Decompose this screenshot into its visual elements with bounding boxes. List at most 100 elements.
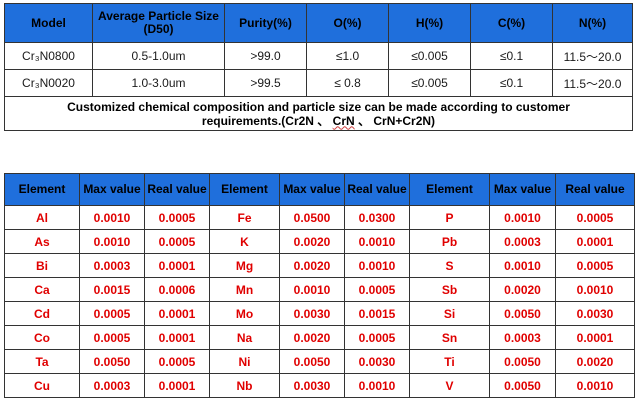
- element-cell: Cd: [4, 301, 80, 326]
- max-value-cell: 0.0010: [489, 205, 556, 230]
- real-value-cell: 0.0005: [344, 325, 410, 350]
- note-separator: 、: [317, 113, 330, 128]
- element-cell: P: [409, 205, 490, 230]
- real-value-cell: 0.0010: [344, 253, 410, 278]
- real-value-cell: 0.0020: [555, 349, 635, 374]
- real-value-cell: 0.0005: [144, 349, 210, 374]
- note-line-2-start: requirements.(Cr2N: [201, 113, 318, 128]
- max-value-cell: 0.0010: [279, 277, 345, 302]
- element-cell: K: [209, 229, 280, 254]
- oxygen-cell: ≤1.0: [306, 42, 389, 70]
- max-value-cell: 0.0020: [279, 229, 345, 254]
- particle-size-cell: 1.0-3.0um: [92, 69, 225, 97]
- impurity-row: Bi 0.0003 0.0001 Mg 0.0020 0.0010 S 0.0010 0.000…: [4, 253, 635, 278]
- purity-cell: >99.5: [224, 69, 307, 97]
- real-value-cell: 0.0006: [144, 277, 210, 302]
- element-cell: Ta: [4, 349, 80, 374]
- header-particle-size: Average Particle Size (D50): [92, 3, 225, 43]
- max-value-cell: 0.0050: [489, 349, 556, 374]
- real-value-cell: 0.0010: [555, 373, 635, 398]
- note-crn: CrN: [332, 113, 355, 128]
- element-cell: V: [409, 373, 490, 398]
- real-value-cell: 0.0005: [144, 229, 210, 254]
- real-value-cell: 0.0005: [344, 277, 410, 302]
- max-value-cell: 0.0010: [79, 229, 145, 254]
- real-value-cell: 0.0030: [344, 349, 410, 374]
- hydrogen-cell: ≤0.005: [388, 69, 471, 97]
- real-value-cell: 0.0010: [555, 277, 635, 302]
- max-value-cell: 0.0050: [489, 373, 556, 398]
- impurity-table: Element Max value Real value Element Max val…: [4, 173, 635, 398]
- max-value-cell: 0.0020: [489, 277, 556, 302]
- note-separator: 、: [358, 113, 371, 128]
- element-cell: Al: [4, 205, 80, 230]
- header-element: Element: [4, 173, 80, 206]
- real-value-cell: 0.0010: [344, 229, 410, 254]
- real-value-cell: 0.0001: [144, 301, 210, 326]
- element-cell: As: [4, 229, 80, 254]
- max-value-cell: 0.0005: [79, 325, 145, 350]
- note-line-1: Customized chemical composition and part…: [67, 99, 570, 114]
- impurity-row: Al 0.0010 0.0005 Fe 0.0500 0.0300 P 0.0010 0.000…: [4, 205, 635, 230]
- header-element: Element: [209, 173, 280, 206]
- max-value-cell: 0.0003: [79, 253, 145, 278]
- max-value-cell: 0.0030: [279, 373, 345, 398]
- real-value-cell: 0.0001: [555, 229, 635, 254]
- header-max-value: Max value: [279, 173, 345, 206]
- element-cell: Na: [209, 325, 280, 350]
- element-cell: Bi: [4, 253, 80, 278]
- real-value-cell: 0.0015: [344, 301, 410, 326]
- impurity-row: Ta 0.0050 0.0005 Ni 0.0050 0.0030 Ti 0.0050 0.00…: [4, 349, 635, 374]
- real-value-cell: 0.0001: [555, 325, 635, 350]
- element-cell: Fe: [209, 205, 280, 230]
- max-value-cell: 0.0003: [79, 373, 145, 398]
- real-value-cell: 0.0300: [344, 205, 410, 230]
- element-cell: Pb: [409, 229, 490, 254]
- header-real-value: Real value: [555, 173, 635, 206]
- impurity-row: Cd 0.0005 0.0001 Mo 0.0030 0.0015 Si 0.0050 0.00…: [4, 301, 635, 326]
- max-value-cell: 0.0050: [279, 349, 345, 374]
- header-real-value: Real value: [144, 173, 210, 206]
- real-value-cell: 0.0030: [555, 301, 635, 326]
- element-cell: Sn: [409, 325, 490, 350]
- element-cell: Cu: [4, 373, 80, 398]
- impurity-row: Ca 0.0015 0.0006 Mn 0.0010 0.0005 Sb 0.0020 0.00…: [4, 277, 635, 302]
- element-cell: Ni: [209, 349, 280, 374]
- max-value-cell: 0.0003: [489, 229, 556, 254]
- impurity-row: Cu 0.0003 0.0001 Nb 0.0030 0.0010 V 0.0050 0.001…: [4, 373, 635, 398]
- header-oxygen: O(%): [306, 3, 389, 43]
- max-value-cell: 0.0050: [79, 349, 145, 374]
- max-value-cell: 0.0020: [279, 253, 345, 278]
- element-cell: Nb: [209, 373, 280, 398]
- impurity-row: Co 0.0005 0.0001 Na 0.0020 0.0005 Sn 0.0003 0.00…: [4, 325, 635, 350]
- particle-size-cell: 0.5-1.0um: [92, 42, 225, 70]
- real-value-cell: 0.0005: [555, 253, 635, 278]
- header-max-value: Max value: [489, 173, 556, 206]
- max-value-cell: 0.0010: [489, 253, 556, 278]
- oxygen-cell: ≤ 0.8: [306, 69, 389, 97]
- element-cell: Mg: [209, 253, 280, 278]
- real-value-cell: 0.0005: [555, 205, 635, 230]
- carbon-cell: ≤0.1: [470, 69, 553, 97]
- impurity-header-row: Element Max value Real value Element Max val…: [4, 173, 635, 206]
- max-value-cell: 0.0050: [489, 301, 556, 326]
- max-value-cell: 0.0005: [79, 301, 145, 326]
- specification-table: Model Average Particle Size (D50) Purity…: [4, 3, 633, 131]
- real-value-cell: 0.0001: [144, 253, 210, 278]
- header-carbon: C(%): [470, 3, 553, 43]
- max-value-cell: 0.0010: [79, 205, 145, 230]
- model-cell: Cr₃N0020: [4, 69, 93, 97]
- header-model: Model: [4, 3, 93, 43]
- nitrogen-cell: 11.5～20.0: [552, 42, 633, 70]
- header-nitrogen: N(%): [552, 3, 633, 43]
- element-cell: Ti: [409, 349, 490, 374]
- element-cell: Si: [409, 301, 490, 326]
- max-value-cell: 0.0003: [489, 325, 556, 350]
- max-value-cell: 0.0030: [279, 301, 345, 326]
- model-cell: Cr₃N0800: [4, 42, 93, 70]
- header-purity: Purity(%): [224, 3, 307, 43]
- spec-row: Cr₃N0800 0.5-1.0um >99.0 ≤1.0 ≤0.005 ≤0.…: [4, 42, 633, 70]
- max-value-cell: 0.0500: [279, 205, 345, 230]
- purity-cell: >99.0: [224, 42, 307, 70]
- impurity-row: As 0.0010 0.0005 K 0.0020 0.0010 Pb 0.0003 0.000…: [4, 229, 635, 254]
